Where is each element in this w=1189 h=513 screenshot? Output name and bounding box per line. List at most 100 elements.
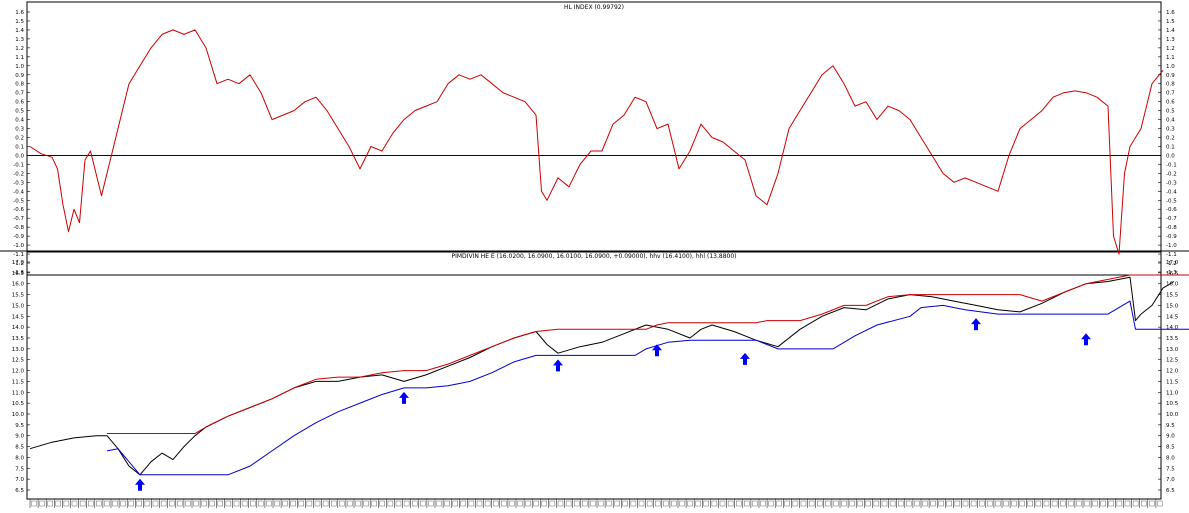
date-axis-cell <box>136 500 143 507</box>
bottom-y-tick-label-left: 6.5 <box>15 488 24 494</box>
date-axis-cell <box>322 500 329 507</box>
date-axis-cell <box>460 500 466 507</box>
date-axis-cell <box>387 500 394 507</box>
date-axis-cell <box>47 500 53 507</box>
date-axis-cell <box>290 500 296 507</box>
bottom-series-line-0 <box>29 276 1175 476</box>
date-axis-cell <box>711 500 718 507</box>
date-axis-cell <box>817 500 823 507</box>
top-y-tick-label-left: -0.6 <box>13 207 24 213</box>
date-axis-cell <box>784 500 790 507</box>
bottom-y-tick-label-right: 14.5 <box>1166 314 1179 320</box>
bottom-series-line-2 <box>106 300 1189 476</box>
top-y-tick-label-right: -1.1 <box>1166 252 1177 258</box>
top-y-tick-label-right: -0.4 <box>1166 189 1177 195</box>
date-axis-cell <box>727 500 734 507</box>
date-axis-cell <box>1108 500 1115 507</box>
date-axis-cell <box>468 500 475 507</box>
top-y-tick-label-right: -0.9 <box>1166 234 1177 240</box>
date-axis-cell <box>249 500 256 507</box>
date-axis-cell <box>525 500 531 507</box>
date-axis-cell <box>225 500 232 507</box>
bottom-y-tick-label-left: 8.5 <box>15 445 24 451</box>
date-axis-cell <box>930 500 936 507</box>
bottom-y-tick-label-right: 8.0 <box>1166 455 1175 461</box>
top-y-tick-label-right: -1.2 <box>1166 261 1177 267</box>
date-axis-cell <box>493 500 499 507</box>
bottom-y-tick-label-right: 13.0 <box>1166 347 1179 353</box>
date-axis-cell <box>841 500 847 507</box>
top-y-tick-label-left: 0.4 <box>15 118 24 124</box>
date-axis-cell <box>71 500 78 507</box>
bottom-y-tick-label-right: 16.5 <box>1166 271 1179 277</box>
top-y-tick-label-left: -1.1 <box>13 252 24 258</box>
top-y-tick-label-left: -0.9 <box>13 234 24 240</box>
top-panel-title: HL INDEX (0.99792) <box>564 4 624 11</box>
date-axis-cell <box>274 500 280 507</box>
bottom-y-tick-label-right: 11.0 <box>1166 390 1179 396</box>
bottom-y-tick-label-right: 13.5 <box>1166 336 1179 342</box>
bottom-y-tick-label-right: 9.5 <box>1166 423 1175 429</box>
top-y-tick-label-right: 0.5 <box>1166 109 1175 115</box>
date-axis-cell <box>403 500 410 507</box>
bottom-y-tick-label-right: 7.5 <box>1166 466 1175 472</box>
date-axis-cell <box>671 500 677 507</box>
bottom-panel-title: PIMDIVIN HE E (16.0200, 16.0900, 16.0100… <box>451 253 736 260</box>
date-axis-cell <box>857 500 863 507</box>
date-axis-cell <box>1149 500 1155 507</box>
date-axis-cell <box>79 500 86 507</box>
bottom-y-tick-label-left: 16.5 <box>12 271 25 277</box>
date-axis-cell <box>509 500 515 507</box>
date-axis-cell <box>914 500 920 507</box>
date-axis-cell <box>347 500 353 507</box>
date-axis-cell <box>622 500 628 507</box>
top-y-tick-label-right: 1.5 <box>1166 19 1175 25</box>
date-axis-cell <box>590 500 596 507</box>
date-axis-cell <box>412 500 418 507</box>
top-y-tick-label-right: -0.6 <box>1166 207 1177 213</box>
bottom-series-line-1 <box>107 274 1189 434</box>
date-axis-cell <box>606 500 612 507</box>
top-y-tick-label-left: 0.7 <box>15 91 24 97</box>
date-axis-cell <box>719 500 726 507</box>
top-y-tick-label-left: 1.4 <box>15 28 24 34</box>
date-axis-cell <box>1068 500 1074 507</box>
date-axis-cell <box>201 500 207 507</box>
date-axis-cell <box>1059 500 1066 507</box>
date-axis-strip <box>27 498 1163 508</box>
top-y-tick-label-right: -0.5 <box>1166 198 1177 204</box>
bottom-y-tick-label-left: 10.0 <box>12 412 25 418</box>
bottom-y-tick-label-right: 15.5 <box>1166 293 1179 299</box>
date-axis-cell <box>873 500 880 507</box>
top-series-line-0 <box>29 29 1164 255</box>
top-y-tick-label-left: -0.2 <box>13 171 24 177</box>
date-axis-cell <box>776 500 782 507</box>
date-axis-cell <box>266 500 272 507</box>
bottom-y-tick-label-left: 13.0 <box>12 347 25 353</box>
bottom-y-tick-label-right: 15.0 <box>1166 303 1179 309</box>
top-y-tick-label-right: 1.4 <box>1166 28 1175 34</box>
date-axis-cell <box>825 500 831 507</box>
top-y-tick-label-left: 1.2 <box>15 46 24 52</box>
top-y-tick-label-left: -0.5 <box>13 198 24 204</box>
up-arrow-icon <box>740 352 750 365</box>
date-axis-cell <box>946 500 952 507</box>
bottom-panel-axes: 17.0 17.0 16.5 16.5 16.0 16.0 15.5 15.5 15.0 15.0… <box>12 260 1179 494</box>
date-axis-cell <box>484 500 491 507</box>
date-axis-cell <box>752 500 758 507</box>
top-y-tick-label-right: 0.0 <box>1166 153 1175 159</box>
top-y-tick-label-right: 0.8 <box>1166 82 1175 88</box>
bottom-y-tick-label-left: 10.5 <box>12 401 25 407</box>
top-y-tick-label-left: -0.7 <box>13 216 24 222</box>
date-axis-cell <box>979 500 985 507</box>
top-y-tick-label-right: -1.3 <box>1166 270 1177 276</box>
date-axis-cell <box>331 500 337 507</box>
top-y-tick-label-left: 1.1 <box>15 55 24 61</box>
date-axis-cell <box>695 500 701 507</box>
date-axis-cell <box>792 500 799 507</box>
top-y-tick-label-left: 1.5 <box>15 19 24 25</box>
date-axis-cell <box>339 500 345 507</box>
bottom-y-tick-label-right: 17.0 <box>1166 260 1179 266</box>
date-axis-cell <box>104 500 110 507</box>
